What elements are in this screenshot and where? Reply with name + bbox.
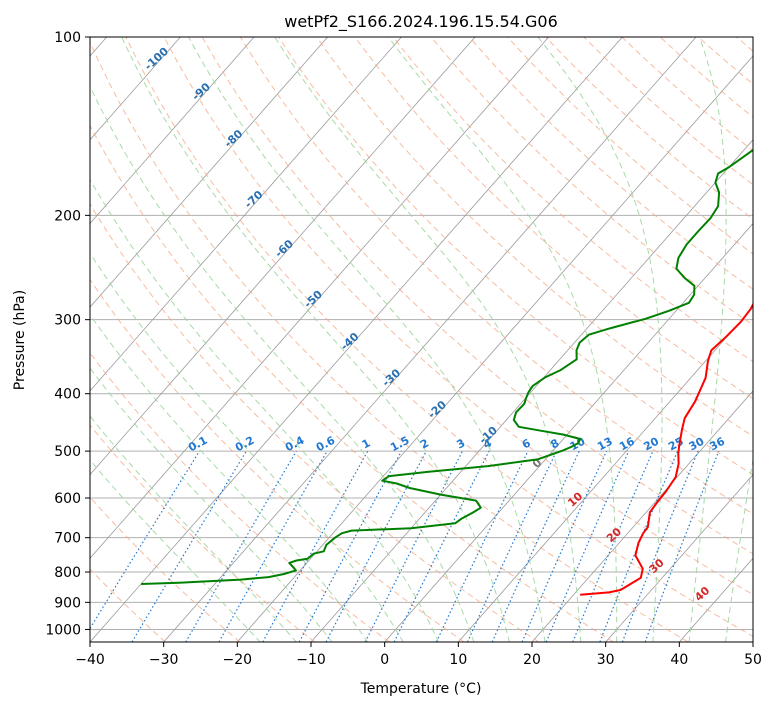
isotherm-line (605, 474, 753, 642)
dry-adiabat-line (354, 37, 753, 400)
y-tick-label: 200 (54, 208, 81, 224)
isotherm-line (310, 139, 753, 642)
mixing-ratio-label: 30 (687, 435, 707, 454)
x-tick-label: 30 (597, 652, 615, 668)
dry-adiabat-line (392, 37, 753, 363)
isotherm-line (90, 37, 476, 476)
temperature-profile-line (580, 302, 753, 596)
dry-adiabat-line (90, 124, 614, 642)
moist-adiabat-line (90, 367, 333, 642)
x-tick-label: −30 (149, 652, 179, 668)
mixing-ratio-label: 36 (707, 435, 727, 454)
mixing-ratio-line (621, 450, 699, 642)
dry-adiabat-line (239, 37, 753, 515)
dry-adiabat-line (90, 203, 540, 642)
y-axis-title: Pressure (hPa) (12, 290, 28, 390)
plot-frame (89, 36, 754, 643)
y-tick-label: 900 (54, 595, 81, 611)
x-tick-label: 50 (744, 652, 762, 668)
y-tick-label: 100 (54, 30, 81, 46)
isotherm-line (90, 37, 255, 225)
dry-adiabat-line (90, 40, 689, 642)
dry-adiabat-line (201, 37, 753, 555)
mixing-ratio-line (599, 450, 679, 642)
mixing-ratio-line (545, 450, 630, 642)
y-tick-label: 1000 (45, 622, 81, 638)
moist-adiabat-line (90, 85, 475, 642)
dry-adiabat-line (90, 424, 316, 642)
mixing-ratio-line (521, 450, 608, 642)
chart-title: wetPf2_S166.2024.196.15.54.G06 (284, 12, 558, 32)
moist-adiabat-line (274, 37, 582, 642)
mixing-ratio-label: 16 (617, 435, 637, 454)
mixing-ratio-label: 20 (641, 435, 661, 454)
x-tick-label: 10 (449, 652, 467, 668)
dry-adiabat-line (90, 352, 390, 642)
mixing-ratio-line (298, 450, 403, 642)
isotherm-line (384, 222, 753, 642)
dry-adiabat-line (316, 37, 753, 437)
x-axis-title: Temperature (°C) (360, 681, 482, 697)
moist-adiabat-line (537, 37, 663, 642)
y-tick-label: 300 (54, 313, 81, 329)
x-tick-label: 0 (380, 652, 389, 668)
x-tick-label: 40 (670, 652, 688, 668)
mixing-ratio-line (393, 450, 490, 642)
plot-area: 0.1 0.2 0.4 0.6 1 1.5 2 3 4 6 8 10 13 16 20 25 30 36-100-… (90, 37, 753, 642)
x-tick-label: −40 (75, 652, 105, 668)
mixing-ratio-line (218, 450, 328, 642)
dry-adiabat-line (90, 496, 241, 642)
isotherm-line (90, 37, 623, 642)
moist-adiabat-line (188, 37, 546, 642)
y-tick-label: 700 (54, 531, 81, 547)
isotherm-line (90, 37, 550, 559)
mixing-ratio-line (90, 450, 201, 630)
y-tick-label: 500 (54, 444, 81, 460)
isotherm-line (90, 37, 402, 392)
moist-adiabat-line (725, 456, 753, 642)
mixing-ratio-label: 13 (595, 435, 615, 454)
moist-adiabat-line (90, 178, 439, 642)
y-tick-label: 400 (54, 387, 81, 403)
isotherm-line (90, 37, 181, 141)
mixing-ratio-line (572, 450, 654, 642)
mixing-ratio-line (644, 450, 720, 642)
dry-adiabat-line (125, 37, 753, 638)
dry-adiabat-line (90, 568, 166, 642)
y-axis: 100 200 300 400 500 600 700 800 900 1000 (45, 30, 90, 638)
moist-adiabat-line (90, 313, 369, 642)
isotherm-line (531, 390, 753, 642)
x-tick-label: 20 (523, 652, 541, 668)
y-tick-label: 800 (54, 565, 81, 581)
moist-adiabat-line (688, 37, 727, 642)
y-tick-label: 600 (54, 491, 81, 507)
dry-adiabat-line (90, 278, 465, 642)
x-tick-label: −20 (223, 652, 253, 668)
isotherm-line (236, 55, 753, 642)
x-tick-label: −10 (296, 652, 326, 668)
mixing-ratio-line (262, 450, 369, 642)
dry-adiabat-line (163, 37, 753, 596)
dewpoint-profile-line (141, 148, 753, 585)
x-axis: −40 −30 −20 −10 0 10 20 30 40 50 (75, 642, 762, 668)
moist-adiabat-line (121, 37, 510, 642)
moist-adiabat-line (90, 415, 297, 642)
moist-adiabat-line (90, 459, 261, 642)
isotherm-line (90, 37, 329, 308)
